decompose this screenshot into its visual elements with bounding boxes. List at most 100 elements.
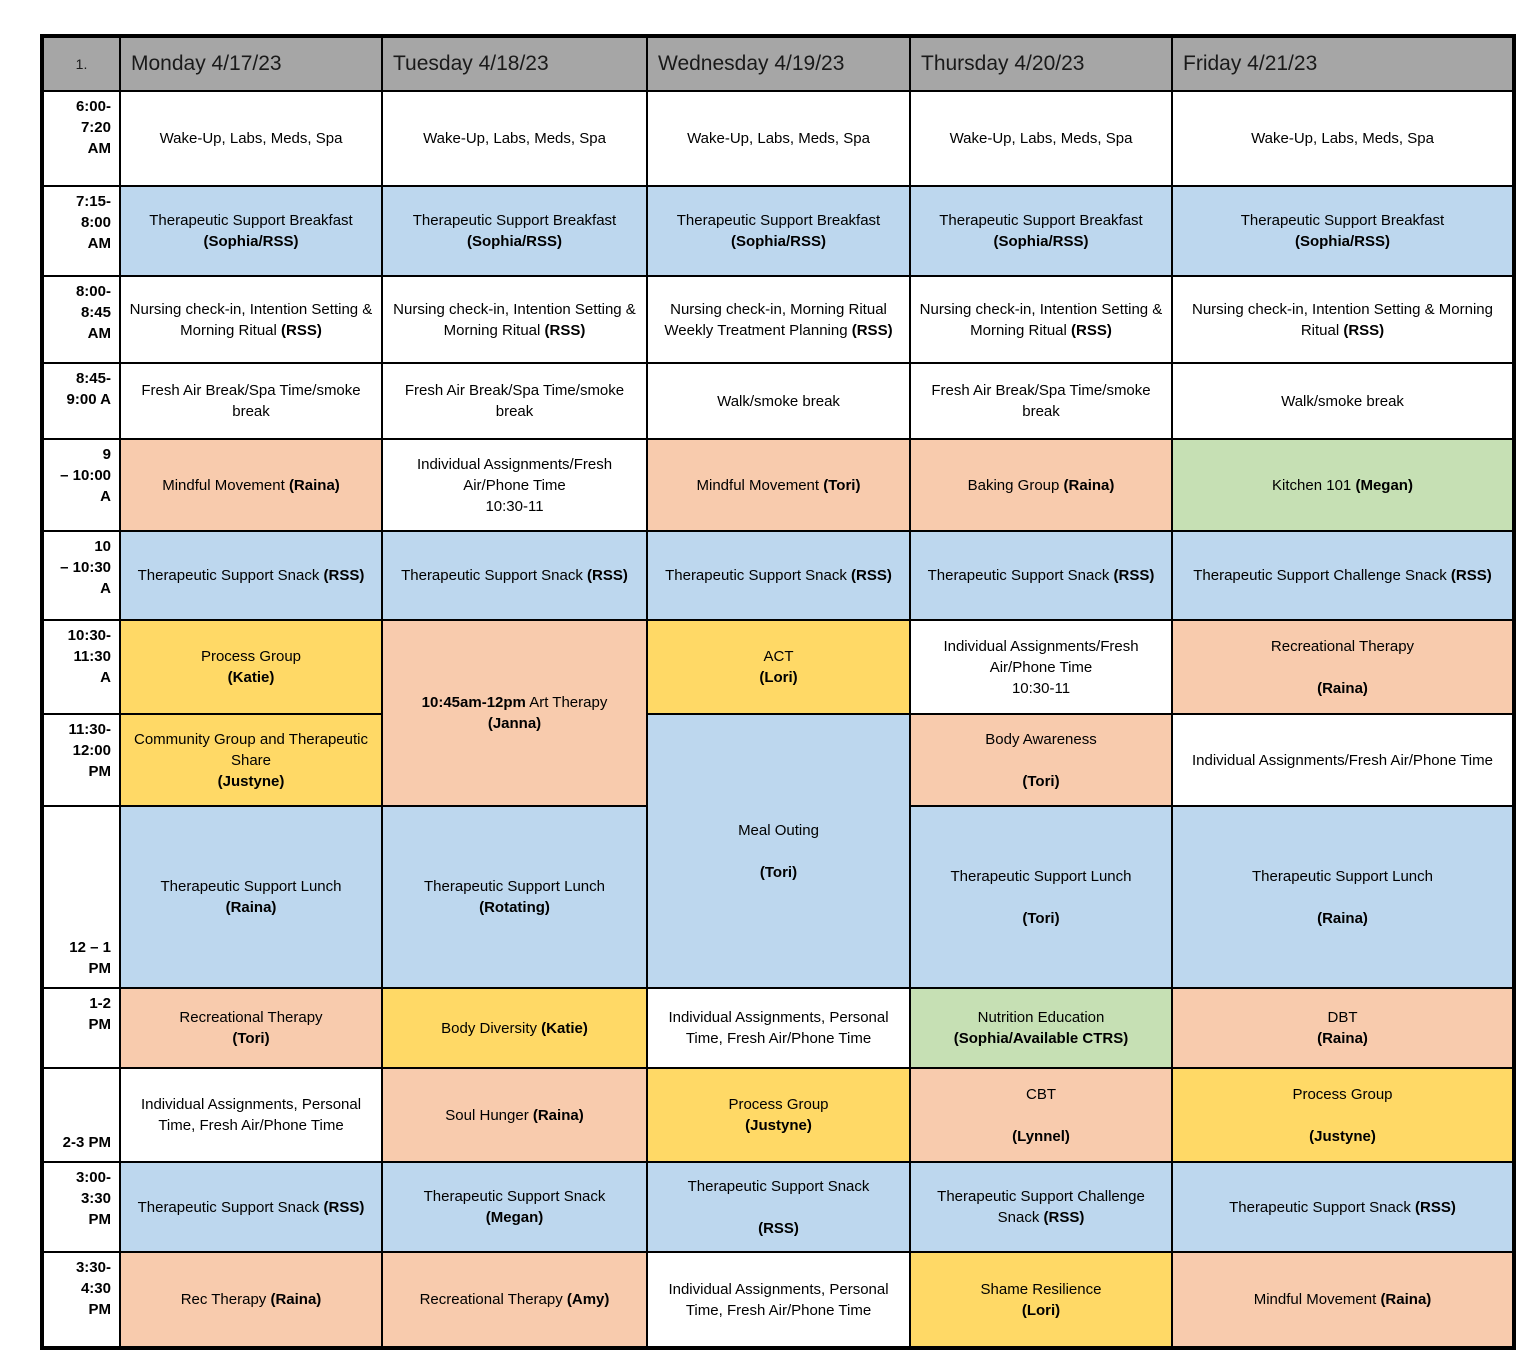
event-staff: (Janna) [487, 715, 542, 732]
event-staff: (RSS) [1415, 1198, 1456, 1216]
day-header-monday: Monday 4/17/23 [119, 35, 383, 92]
event-title: Rec Therapy [180, 1291, 267, 1308]
schedule-cell: Fresh Air Break/Spa Time/smoke break [381, 362, 648, 440]
schedule-cell: Therapeutic Support Lunch (Rotating) [381, 805, 648, 989]
event-title: Wake-Up, Labs, Meds, Spa [687, 130, 870, 147]
event-staff: (Raina) [1063, 476, 1115, 494]
schedule-cell: Fresh Air Break/Spa Time/smoke break [909, 362, 1173, 440]
event-title: Therapeutic Support Snack [687, 1177, 870, 1195]
event-title: Process Group [1292, 1085, 1393, 1103]
event-title: ACT [763, 648, 794, 665]
event-staff: (RSS) [1043, 1209, 1085, 1226]
schedule-cell: 10:45am-12pm Art Therapy (Janna) [381, 619, 648, 807]
schedule-cell: Recreational Therapy (Raina) [1171, 619, 1515, 715]
schedule-cell: Process Group (Justyne) [646, 1067, 911, 1163]
schedule-cell: Individual Assignments/Fresh Air/Phone T… [381, 438, 648, 532]
event-title: Walk/smoke break [717, 392, 840, 410]
event-title: Meal Outing [738, 821, 819, 839]
event-staff: (RSS) [544, 321, 586, 339]
event-staff: (Justyne) [217, 772, 285, 790]
event-title: Therapeutic Support Snack [401, 567, 583, 584]
event-title: Therapeutic Support Lunch [950, 867, 1132, 885]
event-staff: (Tori) [1022, 909, 1060, 927]
day-header-wednesday: Wednesday 4/19/23 [646, 35, 911, 92]
schedule-cell: Nursing check-in, Morning Ritual Weekly … [646, 275, 911, 364]
event-title: Therapeutic Support Snack [665, 567, 847, 584]
schedule-cell: Individual Assignments, Personal Time, F… [646, 987, 911, 1069]
time-label: 1-2 PM [41, 987, 121, 1069]
event-title: Therapeutic Support Challenge Snack [1193, 567, 1447, 584]
schedule-cell: Therapeutic Support Snack (RSS) [381, 530, 648, 621]
event-title: Therapeutic Support Lunch [160, 878, 342, 895]
event-title: Recreational Therapy [179, 1009, 323, 1026]
event-title: Therapeutic Support Snack [927, 567, 1110, 584]
event-title: Art Therapy [529, 694, 608, 711]
event-title: Mindful Movement [162, 476, 285, 494]
schedule-cell: Individual Assignments/Fresh Air/Phone T… [909, 619, 1173, 715]
event-staff: (RSS) [1113, 567, 1155, 584]
event-staff: (RSS) [851, 321, 893, 339]
weekly-schedule-table: 1. Monday 4/17/23 Tuesday 4/18/23 Wednes… [40, 34, 1516, 1350]
schedule-cell: Therapeutic Support Lunch (Tori) [909, 805, 1173, 989]
event-title: Mindful Movement [1253, 1291, 1377, 1308]
event-staff: (Megan) [1355, 476, 1413, 494]
event-title: Wake-Up, Labs, Meds, Spa [423, 130, 606, 147]
schedule-cell: Fresh Air Break/Spa Time/smoke break [119, 362, 383, 440]
event-staff: (Lori) [759, 669, 798, 686]
time-label: 3:00- 3:30 PM [41, 1161, 121, 1253]
event-title: Individual Assignments, Personal Time, F… [668, 1009, 889, 1047]
event-staff: (Tori) [759, 863, 798, 881]
event-title: Therapeutic Support Breakfast [1240, 212, 1445, 229]
schedule-cell: Wake-Up, Labs, Meds, Spa [119, 90, 383, 187]
event-title: Nursing check-in, Intention Setting & Mo… [393, 300, 636, 339]
event-title: Fresh Air Break/Spa Time/smoke break [404, 382, 625, 420]
schedule-cell: Process Group (Justyne) [1171, 1067, 1515, 1163]
schedule-cell: Individual Assignments, Personal Time, F… [119, 1067, 383, 1163]
event-staff: (Justyne) [745, 1117, 812, 1134]
event-staff: (RSS) [1343, 321, 1385, 339]
event-title: Wake-Up, Labs, Meds, Spa [949, 130, 1133, 147]
day-header-thursday: Thursday 4/20/23 [909, 35, 1173, 92]
event-title: Therapeutic Support Breakfast [676, 212, 881, 229]
event-title: Individual Assignments, Personal Time, F… [668, 1280, 889, 1319]
schedule-cell: Therapeutic Support Challenge Snack (RSS… [1171, 530, 1515, 621]
schedule-row: 6:00- 7:20 AM Wake-Up, Labs, Meds, Spa W… [41, 90, 1515, 187]
event-title: Individual Assignments, Personal Time, F… [140, 1096, 362, 1134]
event-time: 10:45am-12pm [421, 694, 526, 711]
event-staff: (Raina) [225, 899, 277, 916]
event-title: DBT [1327, 1009, 1358, 1026]
event-title: Kitchen 101 [1272, 476, 1352, 494]
schedule-cell: Therapeutic Support Snack (RSS) [646, 530, 911, 621]
event-title: Nutrition Education [977, 1009, 1105, 1026]
time-label: 9 – 10:00 A [41, 438, 121, 532]
event-title: Fresh Air Break/Spa Time/smoke break [931, 382, 1151, 420]
schedule-cell: Nursing check-in, Intention Setting & Mo… [381, 275, 648, 364]
schedule-cell: Mindful Movement (Raina) [119, 438, 383, 532]
schedule-cell: Meal Outing (Tori) [646, 713, 911, 989]
schedule-row: 9 – 10:00 A Mindful Movement (Raina) Ind… [41, 438, 1515, 532]
event-title: Therapeutic Support Breakfast [939, 212, 1143, 229]
schedule-cell: DBT (Raina) [1171, 987, 1515, 1069]
event-title: Nursing check-in, Intention Setting & Mo… [129, 300, 373, 339]
event-staff: (Amy) [566, 1291, 610, 1308]
event-title: Nursing check-in, Intention Setting & Mo… [1192, 300, 1493, 339]
event-staff: (Raina) [288, 476, 340, 494]
schedule-cell: Therapeutic Support Lunch (Raina) [1171, 805, 1515, 989]
schedule-row: 8:45- 9:00 A Fresh Air Break/Spa Time/sm… [41, 362, 1515, 440]
event-title: Process Group [200, 648, 302, 665]
time-label: 10:30- 11:30 A [41, 619, 121, 715]
schedule-cell: Recreational Therapy (Amy) [381, 1251, 648, 1349]
weekly-schedule-sheet: 1. Monday 4/17/23 Tuesday 4/18/23 Wednes… [40, 34, 1536, 1350]
schedule-row: 8:00- 8:45 AM Nursing check-in, Intentio… [41, 275, 1515, 364]
event-title: Therapeutic Support Snack [1229, 1198, 1411, 1216]
event-staff: (RSS) [281, 321, 322, 339]
event-staff: (RSS) [851, 567, 892, 584]
schedule-cell: Individual Assignments/Fresh Air/Phone T… [1171, 713, 1515, 807]
event-staff: (Justyne) [1309, 1127, 1376, 1145]
schedule-cell: Rec Therapy (Raina) [119, 1251, 383, 1349]
event-staff: (Sophia/RSS) [203, 233, 299, 250]
schedule-row: 10:30- 11:30 A Process Group (Katie) 10:4… [41, 619, 1515, 807]
event-staff: (Rotating) [479, 899, 550, 916]
event-title: Nursing check-in, Morning Ritual Weekly … [664, 300, 887, 339]
event-staff: (Raina) [1380, 1291, 1432, 1308]
